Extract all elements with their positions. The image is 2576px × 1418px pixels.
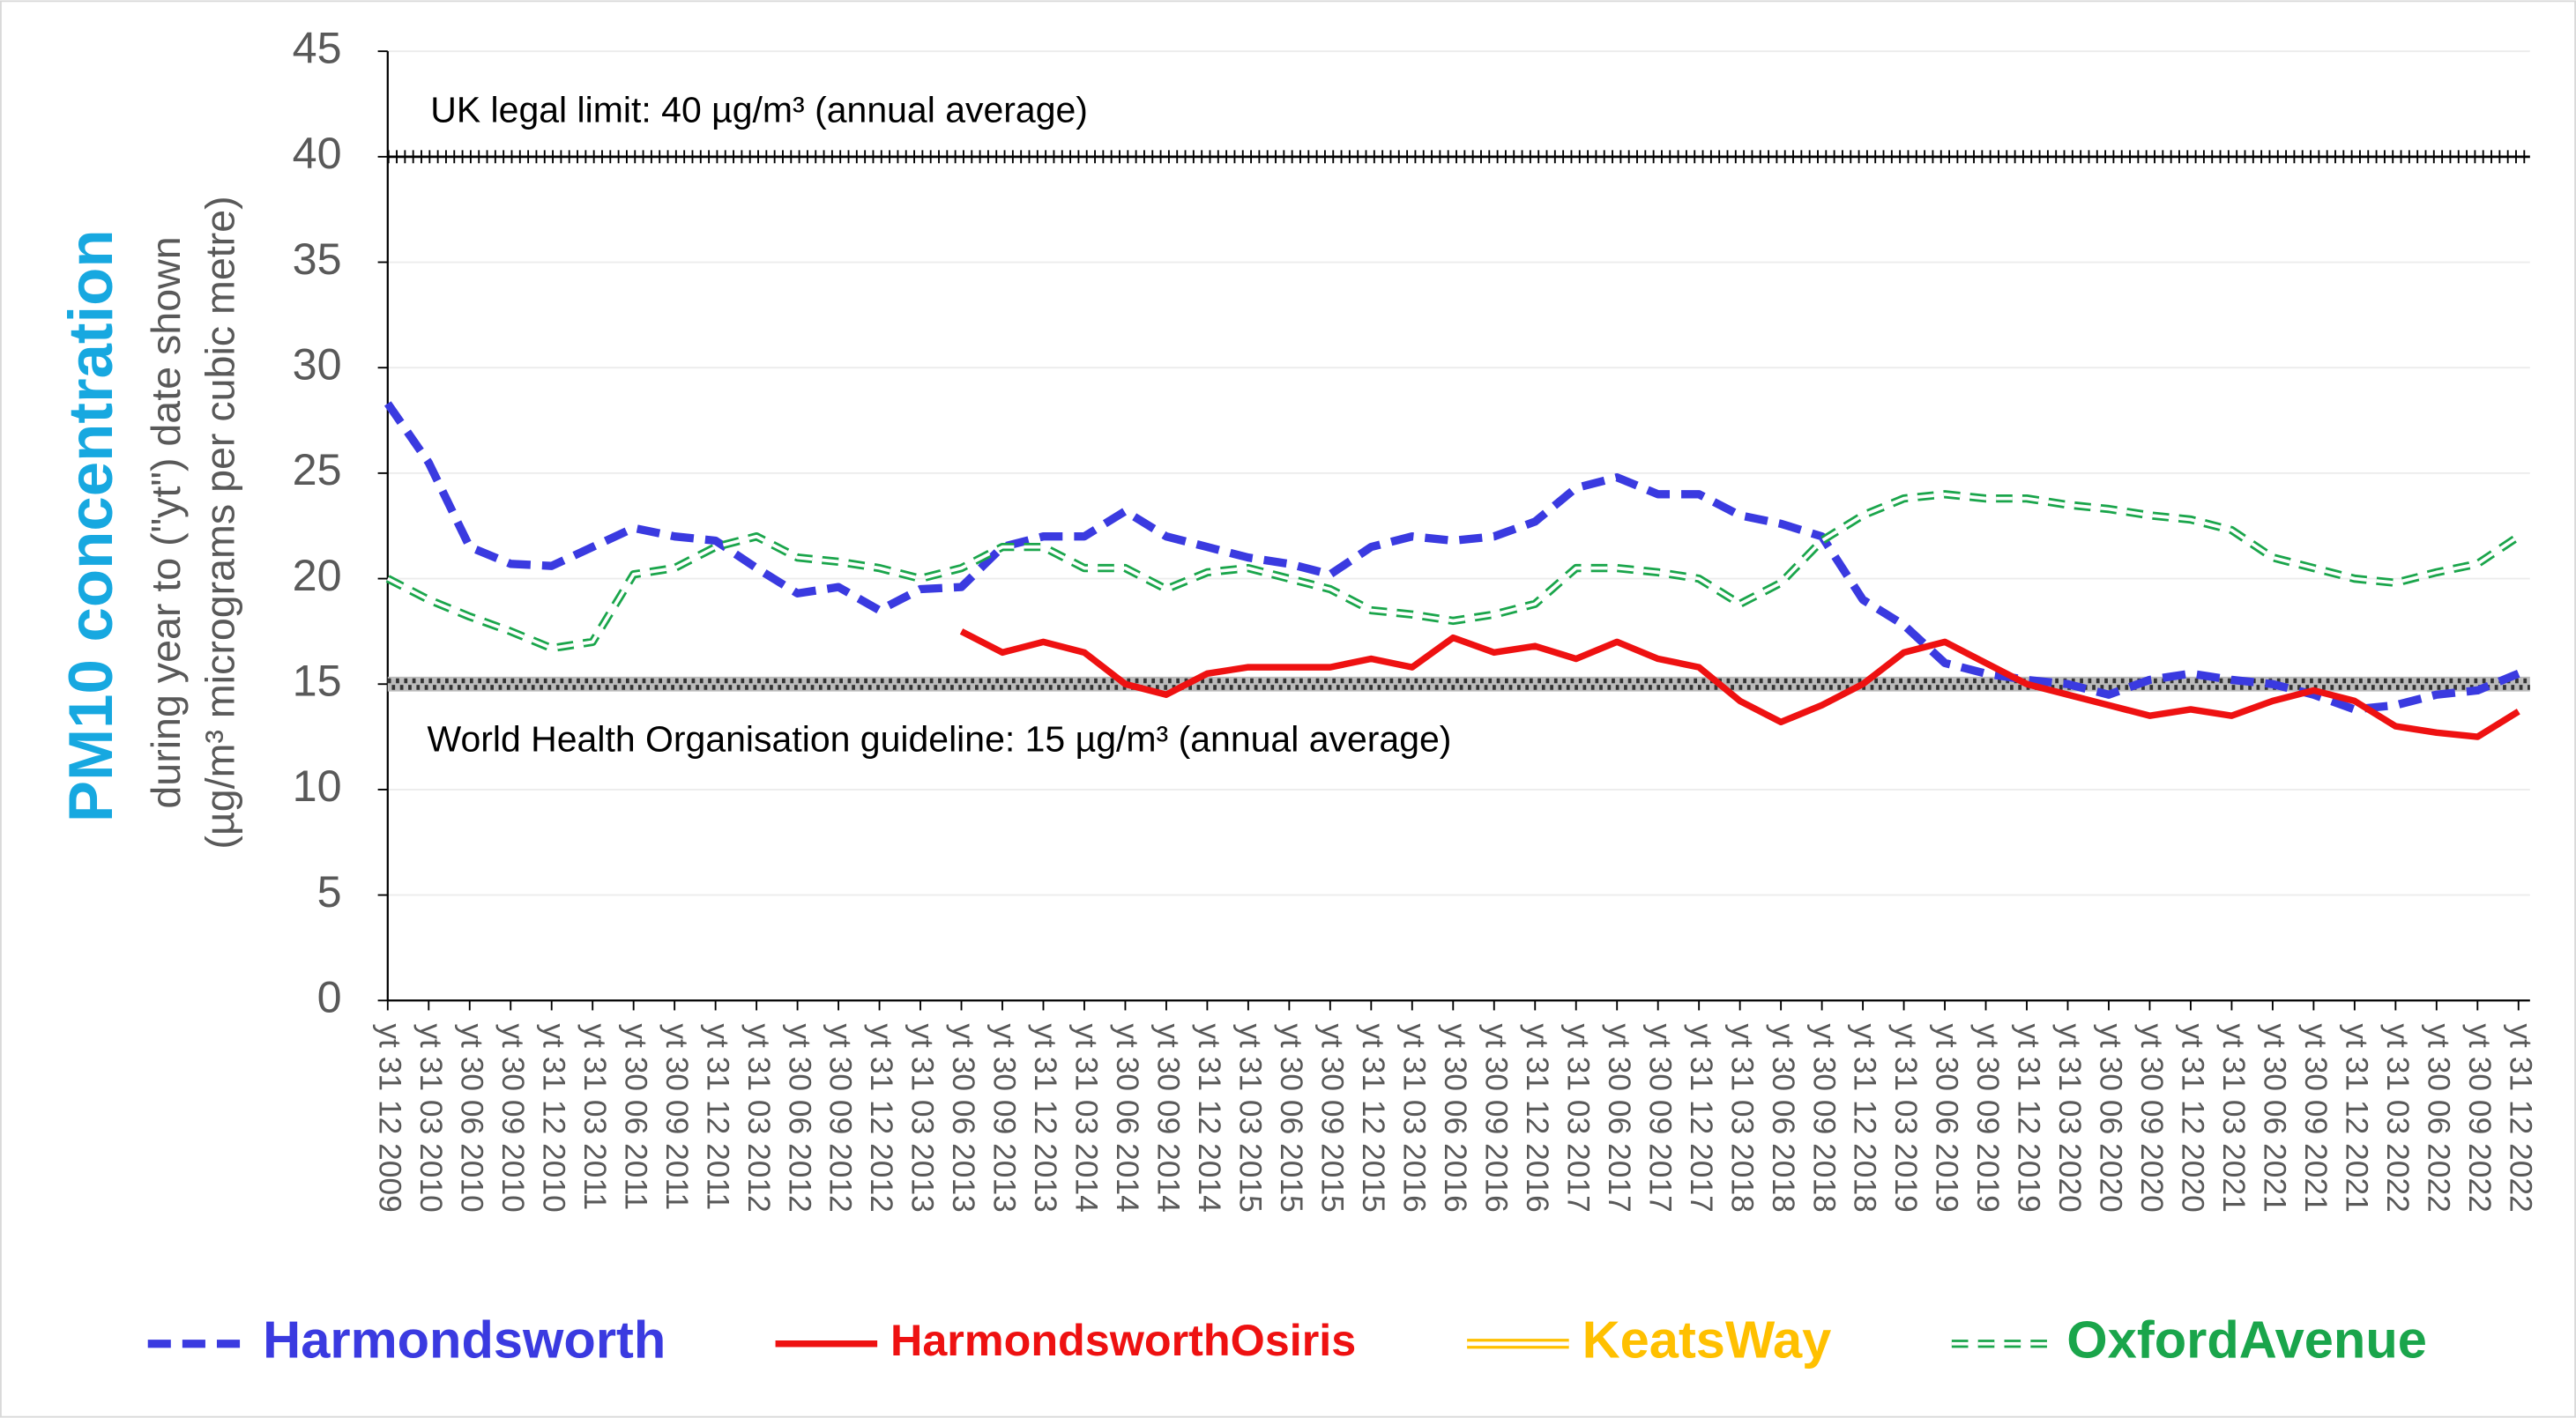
x-tick-label: yt 31 12 2017: [1684, 1023, 1719, 1213]
x-tick-label: yt 30 06 2013: [946, 1023, 981, 1213]
y-tick-label: 20: [293, 550, 342, 600]
x-tick-label: yt 31 03 2021: [2216, 1023, 2252, 1213]
y-axis-subtitle: during year to ("yt") date shown: [143, 236, 189, 808]
x-tick-label: yt 31 12 2021: [2340, 1023, 2375, 1213]
x-tick-label: yt 31 03 2018: [1724, 1023, 1760, 1213]
x-tick-label: yt 31 03 2014: [1069, 1023, 1105, 1213]
y-tick-label: 5: [317, 866, 342, 917]
x-tick-label: yt 31 12 2013: [1028, 1023, 1063, 1213]
legend-label: KeatsWay: [1582, 1310, 1832, 1370]
reference-label: UK legal limit: 40 µg/m³ (annual average…: [430, 89, 1088, 130]
x-tick-label: yt 31 03 2013: [905, 1023, 941, 1213]
x-tick-label: yt 30 06 2019: [1930, 1023, 1965, 1213]
y-tick-label: 10: [293, 761, 342, 811]
y-axis-subtitle: (µg/m³ micrograms per cubic metre): [197, 196, 243, 849]
x-tick-label: yt 31 03 2020: [2052, 1023, 2088, 1213]
y-tick-label: 25: [293, 444, 342, 494]
x-tick-label: yt 31 12 2011: [700, 1023, 735, 1210]
x-tick-label: yt 31 12 2015: [1356, 1023, 1391, 1213]
x-tick-label: yt 30 09 2010: [495, 1023, 531, 1213]
x-tick-label: yt 30 06 2010: [454, 1023, 489, 1213]
x-tick-label: yt 31 12 2016: [1520, 1023, 1555, 1213]
y-axis-title: PM10 concentration: [56, 229, 126, 822]
y-tick-label: 0: [317, 972, 342, 1022]
x-tick-label: yt 30 09 2019: [1970, 1023, 2006, 1213]
x-tick-label: yt 31 12 2019: [2012, 1023, 2047, 1213]
y-tick-label: 15: [293, 656, 342, 706]
x-tick-label: yt 30 06 2016: [1438, 1023, 1473, 1213]
x-tick-label: yt 31 12 2014: [1192, 1023, 1227, 1213]
x-tick-label: yt 30 09 2011: [659, 1023, 695, 1210]
x-tick-label: yt 30 06 2015: [1274, 1023, 1309, 1213]
series-line-inner: [386, 492, 2520, 650]
legend-label: OxfordAvenue: [2066, 1310, 2427, 1370]
x-tick-label: yt 31 03 2011: [577, 1023, 613, 1210]
x-tick-label: yt 31 03 2010: [413, 1023, 449, 1213]
legend-label: HarmondsworthOsiris: [890, 1315, 1356, 1365]
x-tick-label: yt 31 03 2016: [1396, 1023, 1432, 1213]
x-tick-label: yt 30 09 2020: [2134, 1023, 2170, 1213]
x-tick-label: yt 31 12 2010: [536, 1023, 571, 1213]
x-tick-label: yt 30 09 2022: [2462, 1023, 2498, 1213]
y-tick-label: 35: [293, 234, 342, 284]
x-tick-label: yt 31 12 2020: [2176, 1023, 2211, 1213]
x-tick-label: yt 31 12 2022: [2503, 1023, 2538, 1213]
x-tick-label: yt 30 06 2020: [2094, 1023, 2129, 1213]
x-tick-label: yt 31 03 2019: [1888, 1023, 1924, 1213]
x-tick-label: yt 31 12 2018: [1848, 1023, 1883, 1213]
x-tick-label: yt 30 06 2011: [618, 1023, 653, 1210]
x-tick-label: yt 30 06 2018: [1766, 1023, 1801, 1213]
reference-label: World Health Organisation guideline: 15 …: [428, 718, 1452, 759]
x-tick-label: yt 30 09 2013: [987, 1023, 1023, 1213]
series-line: [383, 401, 2520, 714]
x-tick-label: yt 30 06 2014: [1110, 1023, 1145, 1213]
x-tick-label: yt 30 09 2012: [823, 1023, 859, 1213]
y-tick-label: 40: [293, 128, 342, 178]
x-tick-label: yt 31 03 2015: [1233, 1023, 1269, 1213]
x-tick-label: yt 30 09 2017: [1642, 1023, 1678, 1213]
x-tick-label: yt 30 06 2021: [2258, 1023, 2293, 1213]
x-tick-label: yt 30 06 2022: [2421, 1023, 2456, 1213]
x-tick-label: yt 31 03 2017: [1560, 1023, 1596, 1213]
x-tick-label: yt 30 09 2018: [1806, 1023, 1842, 1213]
x-tick-label: yt 31 12 2009: [372, 1023, 407, 1213]
x-tick-label: yt 31 12 2012: [864, 1023, 899, 1213]
x-tick-label: yt 30 06 2017: [1602, 1023, 1637, 1213]
x-tick-label: yt 31 03 2012: [741, 1023, 777, 1213]
x-tick-label: yt 30 09 2021: [2298, 1023, 2334, 1213]
y-tick-label: 30: [293, 338, 342, 389]
x-tick-label: yt 30 09 2016: [1478, 1023, 1514, 1213]
y-tick-label: 45: [293, 22, 342, 72]
series-line: [959, 628, 2520, 740]
x-tick-label: yt 31 03 2022: [2380, 1023, 2416, 1213]
x-tick-label: yt 30 06 2012: [782, 1023, 817, 1213]
x-tick-label: yt 30 09 2014: [1151, 1023, 1187, 1213]
x-tick-label: yt 30 09 2015: [1314, 1023, 1350, 1213]
legend-label: Harmondsworth: [263, 1310, 666, 1370]
